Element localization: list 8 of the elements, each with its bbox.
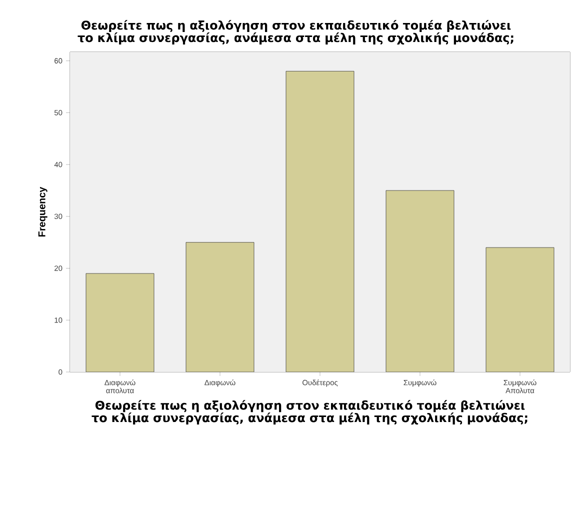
bar xyxy=(286,70,354,372)
bar xyxy=(186,242,254,372)
bar xyxy=(486,247,554,372)
bar xyxy=(86,273,154,372)
x-axis-title: Θεωρείτε πως η αξιολόγηση στον εκπαιδευτικό τομέα βελτιώνει το κλίμα συνεργασίας, ανάμεσα στα μέλη της σχολικής μονάδας; xyxy=(92,400,528,425)
y-axis-title: Frequency xyxy=(38,186,48,237)
bar xyxy=(386,190,454,372)
chart-title: Θεωρείτε πως η αξιολόγηση στον εκπαιδευτικό τομέα βελτιώνει το κλίμα συνεργασίας, ανάμεσα στα μέλη της σχολικής μονάδας; xyxy=(78,20,514,44)
